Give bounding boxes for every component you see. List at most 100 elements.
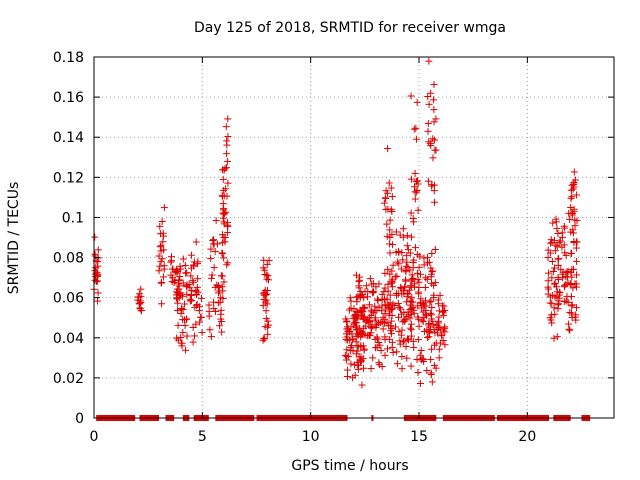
data-point: [404, 293, 412, 301]
data-point: [413, 98, 421, 106]
x-axis-ticks: 0 5 10 15 20: [90, 57, 536, 445]
data-point: [345, 306, 353, 314]
data-point: [401, 283, 409, 291]
data-point: [386, 216, 394, 224]
data-point: [220, 254, 228, 262]
data-point: [414, 180, 422, 188]
data-point: [358, 329, 366, 337]
data-point: [177, 309, 185, 317]
data-point: [373, 295, 381, 303]
data-point: [169, 265, 177, 273]
data-point: [386, 291, 394, 299]
data-point: [412, 188, 420, 196]
data-point: [387, 317, 395, 325]
data-point: [384, 280, 392, 288]
data-point: [264, 330, 272, 338]
data-point: [179, 328, 187, 336]
data-point: [261, 323, 269, 331]
data-point: [428, 279, 436, 287]
data-point: [428, 378, 436, 386]
data-point: [218, 272, 226, 280]
data-point: [567, 269, 575, 277]
data-point: [389, 300, 397, 308]
data-point: [560, 222, 568, 230]
data-point: [386, 226, 394, 234]
data-point: [369, 289, 377, 297]
data-point: [368, 308, 376, 316]
data-point: [360, 294, 368, 302]
data-point: [343, 346, 351, 354]
data-point: [265, 256, 273, 264]
data-point: [406, 249, 414, 257]
data-point: [428, 267, 436, 275]
data-point: [432, 115, 440, 123]
data-point: [368, 322, 376, 330]
data-point: [222, 123, 230, 131]
y-tick-label: 0.12: [53, 170, 84, 186]
data-point: [544, 283, 552, 291]
y-tick-label: 0.1: [62, 210, 84, 226]
data-point: [380, 296, 388, 304]
data-point: [430, 294, 438, 302]
data-point: [403, 258, 411, 266]
data-point: [223, 150, 231, 158]
data-point: [385, 179, 393, 187]
data-point: [94, 297, 102, 305]
data-point: [400, 287, 408, 295]
data-point: [196, 318, 204, 326]
data-point: [175, 282, 183, 290]
data-point: [441, 306, 449, 314]
data-point: [173, 334, 181, 342]
data-point: [369, 288, 377, 296]
data-point: [432, 364, 440, 372]
data-point: [198, 328, 206, 336]
data-point: [179, 255, 187, 263]
data-point: [553, 333, 561, 341]
data-point: [409, 337, 417, 345]
data-point: [572, 304, 580, 312]
data-point: [347, 360, 355, 368]
grid: [94, 57, 614, 418]
data-point: [94, 246, 102, 254]
data-point: [408, 294, 416, 302]
data-point: [428, 315, 436, 323]
data-point: [182, 269, 190, 277]
data-point: [413, 269, 421, 277]
data-point: [402, 277, 410, 285]
data-point: [425, 57, 433, 65]
data-point: [407, 362, 415, 370]
data-point: [381, 284, 389, 292]
data-point: [392, 228, 400, 236]
data-point: [415, 290, 423, 298]
data-point: [393, 291, 401, 299]
data-point: [430, 81, 438, 89]
data-point: [568, 301, 576, 309]
data-point: [210, 298, 218, 306]
data-point: [384, 145, 392, 153]
data-point: [566, 326, 574, 334]
data-point: [359, 304, 367, 312]
data-point: [544, 246, 552, 254]
data-point: [160, 265, 168, 273]
data-point: [415, 278, 423, 286]
data-point: [381, 351, 389, 359]
data-point: [342, 356, 350, 364]
data-point: [187, 251, 195, 259]
data-point: [386, 249, 394, 257]
data-point: [155, 267, 163, 275]
data-point: [224, 133, 232, 141]
data-point: [417, 346, 425, 354]
data-point: [391, 273, 399, 281]
data-point: [416, 351, 424, 359]
data-point: [393, 258, 401, 266]
data-point: [362, 282, 370, 290]
data-points: [90, 57, 581, 389]
data-point: [402, 342, 410, 350]
data-point: [556, 237, 564, 245]
data-point: [346, 294, 354, 302]
data-point: [407, 209, 415, 217]
data-point: [91, 276, 99, 284]
data-point: [428, 250, 436, 258]
data-point: [383, 220, 391, 228]
data-point: [393, 272, 401, 280]
